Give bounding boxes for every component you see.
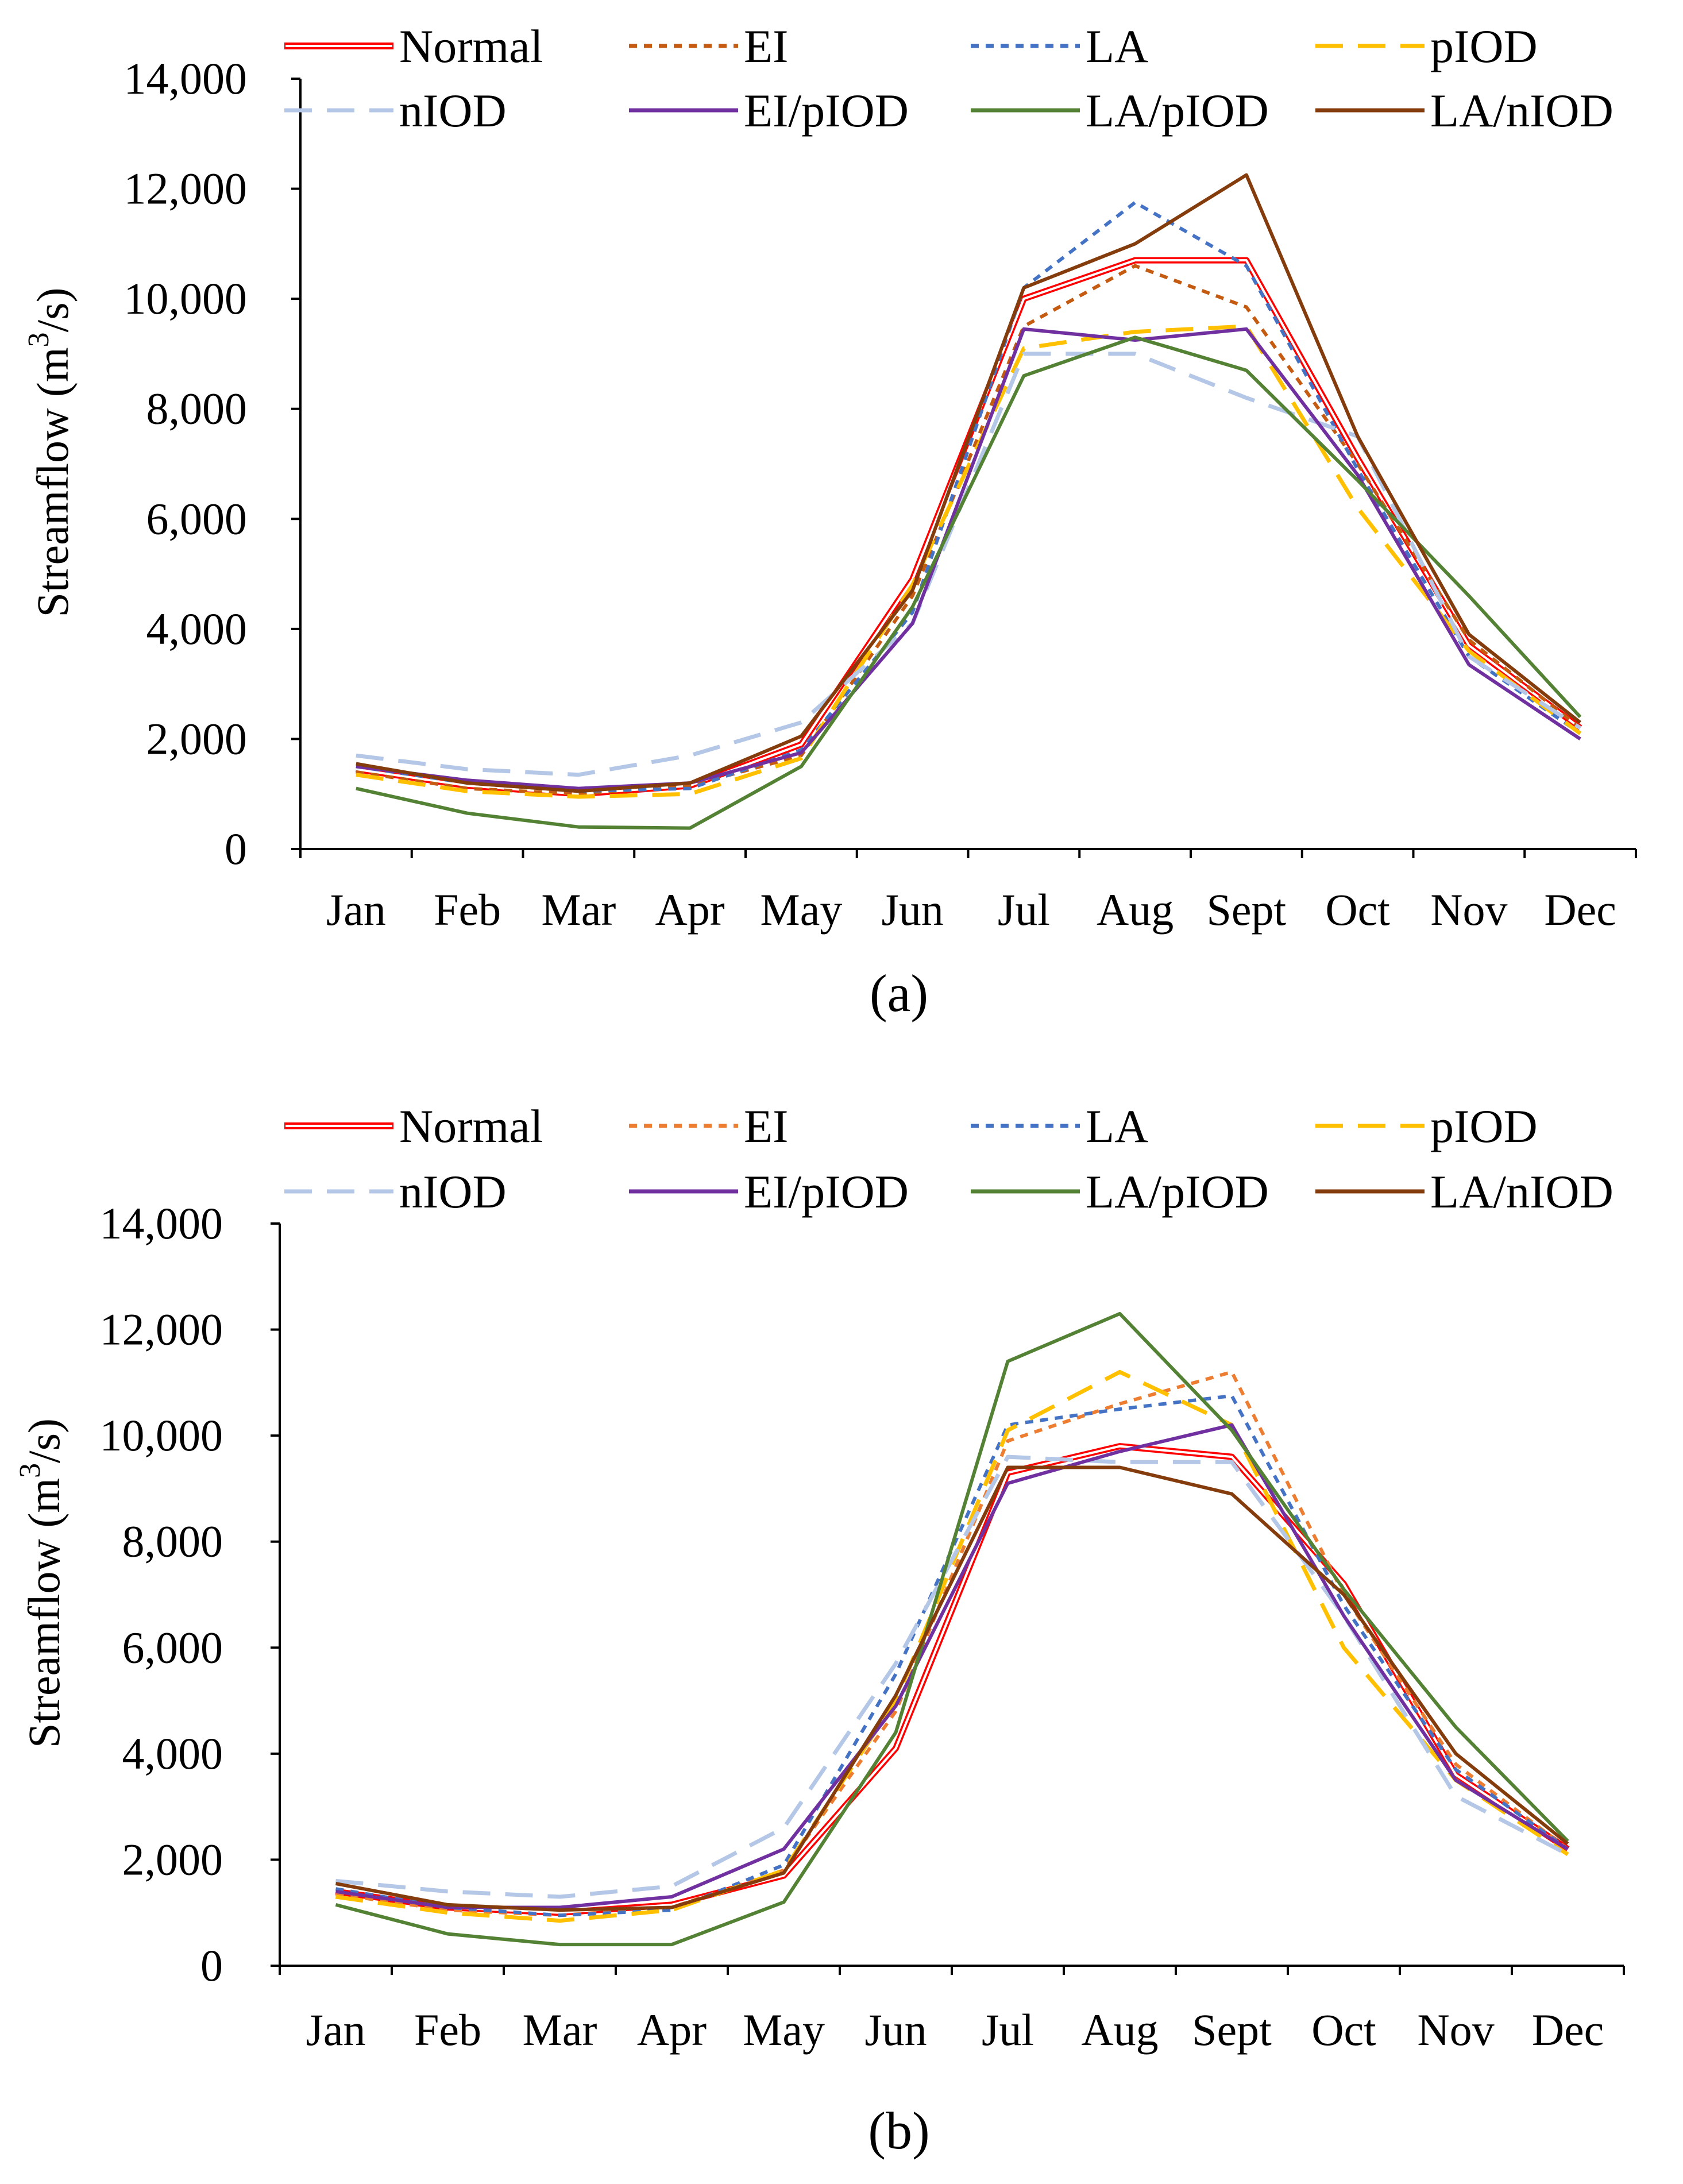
y-axis-title-sup: 3: [22, 332, 55, 347]
series-line-la-niod: [335, 1465, 1569, 1912]
x-tick-label-aug: Aug: [1081, 2005, 1158, 2055]
y-axis-title-sup: 3: [14, 1463, 47, 1478]
x-tick-label-dec: Dec: [1532, 2005, 1604, 2055]
y-tick-label: 14,000: [124, 53, 248, 103]
x-tick-label-may: May: [760, 885, 842, 935]
x-tick-label-nov: Nov: [1417, 2005, 1494, 2055]
x-tick-label-jul: Jul: [982, 2005, 1034, 2055]
series-line-la-piod: [356, 335, 1582, 830]
x-tick-label-jun: Jun: [864, 2005, 927, 2055]
y-axis-title: Streamflow (m3/s): [14, 1418, 69, 1748]
x-tick-label-sept: Sept: [1207, 885, 1287, 935]
legend-label-la-piod: LA/pIOD: [1086, 1166, 1269, 1218]
x-tick-label-jun: Jun: [881, 885, 943, 935]
x-tick-label-jul: Jul: [998, 885, 1050, 935]
series-line-la: [356, 200, 1581, 793]
series-line-ei-piod: [335, 1423, 1569, 1909]
y-tick-label: 4,000: [122, 1728, 223, 1778]
series-line-ei-piod: [356, 327, 1581, 790]
legend-label-la-niod: LA/nIOD: [1430, 84, 1613, 137]
series-lines: [335, 1311, 1570, 1947]
x-tick-label-mar: Mar: [541, 885, 616, 935]
series-line-niod: [356, 352, 1581, 777]
panel-b-streamflow-chart: 0 2,000 4,000 6,000 8,000 10,000 12,000 14,000 J…: [14, 1100, 1625, 2160]
y-tick-label: 6,000: [146, 493, 248, 543]
x-tick-label-feb: Feb: [434, 885, 501, 935]
x-tick-label-apr: Apr: [655, 885, 724, 935]
series-line-niod: [335, 1454, 1569, 1899]
x-tick-label-aug: Aug: [1097, 885, 1174, 935]
x-tick-label-apr: Apr: [637, 2005, 707, 2055]
x-tick-label-jan: Jan: [326, 885, 386, 935]
y-tick-label: 0: [200, 1940, 223, 1990]
x-tick-label-nov: Nov: [1430, 885, 1507, 935]
series-line-piod: [356, 324, 1582, 799]
legend-label-la-piod: LA/pIOD: [1086, 84, 1269, 137]
legend-label-normal: Normal: [399, 20, 543, 72]
y-tick-label: 2,000: [146, 713, 248, 763]
x-tick-label-dec: Dec: [1544, 885, 1616, 935]
legend-label-ei-piod: EI/pIOD: [744, 1166, 909, 1218]
legend-label-la: LA: [1086, 1100, 1148, 1152]
legend-label-la-niod: LA/nIOD: [1430, 1166, 1613, 1218]
y-axis-title-tail: /s): [19, 1418, 69, 1463]
panel-a-streamflow-chart: 0 2,000 4,000 6,000 8,000 10,000 12,000 14,000 J…: [22, 20, 1637, 1022]
legend: Normal EI LA pIOD nIOD EI/pIOD LA/pIOD LA/nIOD: [284, 20, 1613, 137]
y-axis-title: Streamflow (m3/s): [22, 287, 78, 617]
x-tick-label-may: May: [743, 2005, 825, 2055]
series-lines: [356, 173, 1582, 830]
x-tick-label-sept: Sept: [1192, 2005, 1272, 2055]
legend-label-niod: nIOD: [399, 1166, 507, 1218]
y-tick-label: 2,000: [122, 1834, 223, 1884]
legend: Normal EI LA pIOD nIOD EI/pIOD LA/pIOD LA/nIOD: [284, 1100, 1613, 1218]
series-line-la-niod: [356, 173, 1581, 793]
series-line-normal-inner: [335, 1445, 1569, 1914]
y-tick-label: 12,000: [100, 1305, 223, 1355]
legend-label-normal: Normal: [399, 1100, 543, 1152]
legend-label-ei: EI: [744, 1100, 788, 1152]
y-axis-title-main: Streamflow (m: [28, 347, 78, 617]
x-tick-label-feb: Feb: [414, 2005, 481, 2055]
series-line-ei: [335, 1370, 1569, 1917]
series-line-la: [335, 1394, 1569, 1917]
legend-label-piod: pIOD: [1430, 20, 1538, 72]
panel-caption: (a): [870, 964, 928, 1022]
x-tick-label-jan: Jan: [306, 2005, 366, 2055]
legend-label-la: LA: [1086, 20, 1148, 72]
y-tick-label: 8,000: [146, 384, 248, 434]
legend-label-ei: EI: [744, 20, 788, 72]
y-tick-label: 0: [225, 824, 247, 874]
y-tick-label: 12,000: [124, 164, 248, 214]
y-tick-label: 10,000: [124, 273, 248, 323]
panel-caption: (b): [868, 2101, 929, 2160]
series-line-ei: [356, 264, 1581, 796]
y-tick-label: 10,000: [100, 1410, 223, 1460]
y-tick-label: 8,000: [122, 1517, 223, 1566]
x-tick-label-mar: Mar: [523, 2005, 597, 2055]
y-tick-label: 14,000: [100, 1198, 223, 1248]
y-axis-title-tail: /s): [28, 287, 78, 332]
y-tick-label: 6,000: [122, 1622, 223, 1672]
legend-label-piod: pIOD: [1430, 1100, 1538, 1152]
x-tick-label-oct: Oct: [1311, 2005, 1376, 2055]
y-tick-label: 4,000: [146, 604, 248, 654]
y-axis-title-main: Streamflow (m: [19, 1478, 69, 1748]
x-tick-label-oct: Oct: [1325, 885, 1390, 935]
legend-label-ei-piod: EI/pIOD: [744, 84, 909, 137]
series-line-la-piod: [335, 1311, 1569, 1947]
legend-label-niod: nIOD: [399, 84, 507, 137]
